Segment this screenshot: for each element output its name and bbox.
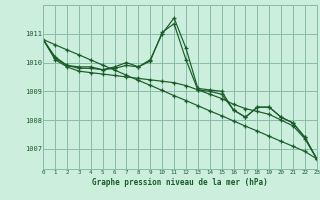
X-axis label: Graphe pression niveau de la mer (hPa): Graphe pression niveau de la mer (hPa) [92, 178, 268, 187]
